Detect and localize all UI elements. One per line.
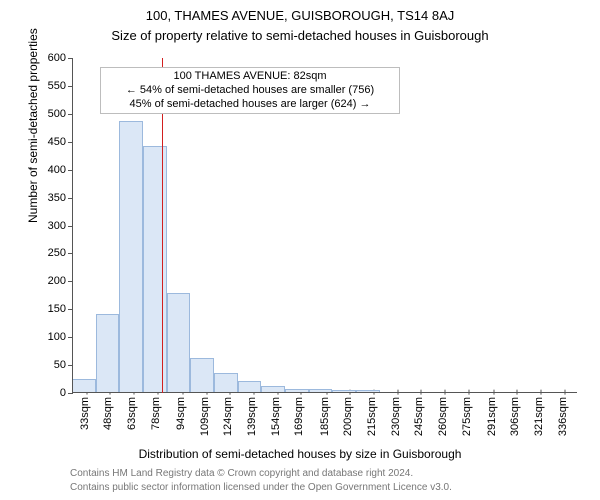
chart-container: 100, THAMES AVENUE, GUISBOROUGH, TS14 8A… xyxy=(0,0,600,500)
x-tick: 291sqm xyxy=(486,393,498,436)
histogram-bar xyxy=(119,121,143,393)
x-tick: 169sqm xyxy=(293,393,305,436)
footnote-line2: Contains public sector information licen… xyxy=(70,482,590,493)
footnote-line1: Contains HM Land Registry data © Crown c… xyxy=(70,468,590,479)
histogram-bar xyxy=(96,314,120,393)
y-tick: 500 xyxy=(48,108,72,120)
x-tick: 109sqm xyxy=(199,393,211,436)
y-tick: 400 xyxy=(48,164,72,176)
x-tick: 78sqm xyxy=(150,393,162,430)
x-tick: 63sqm xyxy=(126,393,138,430)
x-tick: 124sqm xyxy=(222,393,234,436)
y-tick: 100 xyxy=(48,331,72,343)
y-tick: 300 xyxy=(48,220,72,232)
x-tick: 33sqm xyxy=(79,393,91,430)
y-tick: 200 xyxy=(48,275,72,287)
x-tick: 200sqm xyxy=(342,393,354,436)
histogram-bar xyxy=(167,293,191,394)
histogram-bar xyxy=(143,146,167,393)
histogram-bar xyxy=(214,373,238,393)
x-tick: 275sqm xyxy=(461,393,473,436)
x-tick: 321sqm xyxy=(533,393,545,436)
histogram-bar xyxy=(238,381,262,393)
chart-title-line2: Size of property relative to semi-detach… xyxy=(0,28,600,43)
x-tick: 94sqm xyxy=(175,393,187,430)
y-tick: 50 xyxy=(54,359,72,371)
histogram-bar xyxy=(261,386,285,393)
histogram-bar xyxy=(451,392,475,393)
chart-title-line1: 100, THAMES AVENUE, GUISBOROUGH, TS14 8A… xyxy=(0,8,600,23)
x-tick: 185sqm xyxy=(319,393,331,436)
x-tick: 154sqm xyxy=(270,393,282,436)
annotation-line: 100 THAMES AVENUE: 82sqm xyxy=(105,70,395,84)
histogram-bar xyxy=(285,389,309,393)
histogram-bar xyxy=(474,392,498,393)
histogram-bar xyxy=(356,390,380,393)
y-tick: 250 xyxy=(48,247,72,259)
x-tick: 336sqm xyxy=(557,393,569,436)
x-tick: 215sqm xyxy=(366,393,378,436)
histogram-bar xyxy=(332,390,356,393)
annotation-box: 100 THAMES AVENUE: 82sqm← 54% of semi-de… xyxy=(100,67,400,114)
histogram-bar xyxy=(190,358,214,393)
x-tick: 48sqm xyxy=(102,393,114,430)
histogram-bar xyxy=(309,389,333,393)
histogram-bar xyxy=(545,392,577,393)
annotation-line: ← 54% of semi-detached houses are smalle… xyxy=(105,84,395,98)
y-tick: 350 xyxy=(48,192,72,204)
y-tick: 0 xyxy=(60,387,72,399)
x-tick: 306sqm xyxy=(509,393,521,436)
y-tick: 150 xyxy=(48,303,72,315)
histogram-bar xyxy=(72,379,96,393)
x-tick: 139sqm xyxy=(246,393,258,436)
y-axis-label: Number of semi-detached properties xyxy=(26,28,40,223)
x-tick: 245sqm xyxy=(413,393,425,436)
y-tick: 600 xyxy=(48,52,72,64)
x-tick: 260sqm xyxy=(437,393,449,436)
annotation-line: 45% of semi-detached houses are larger (… xyxy=(105,98,395,112)
y-tick: 450 xyxy=(48,136,72,148)
y-tick: 550 xyxy=(48,80,72,92)
x-axis-label: Distribution of semi-detached houses by … xyxy=(0,447,600,461)
histogram-bar xyxy=(403,392,427,393)
x-tick: 230sqm xyxy=(390,393,402,436)
